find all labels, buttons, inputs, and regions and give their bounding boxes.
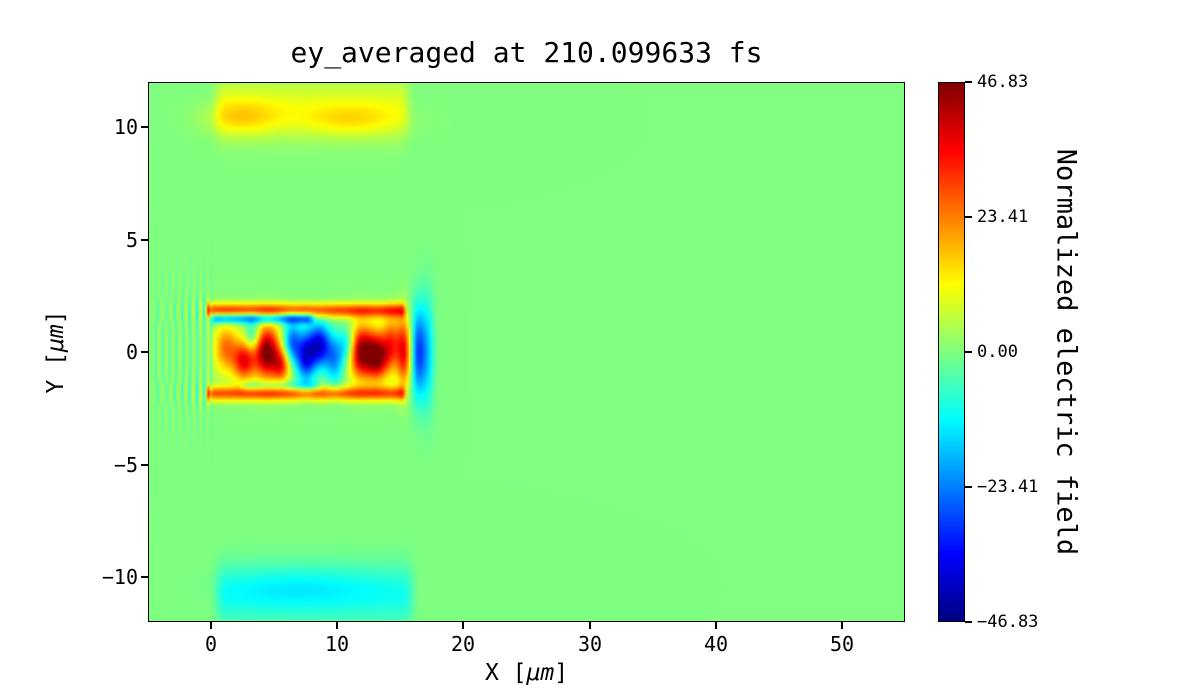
y-axis-label: Y [μm] <box>43 310 69 393</box>
x-axis-label-pre: X [ <box>484 660 527 686</box>
y-tick-mark <box>141 126 148 128</box>
heatmap-canvas <box>148 82 905 622</box>
y-axis-label-post: ] <box>43 310 69 325</box>
y-tick-label: 5 <box>125 228 138 252</box>
y-axis-label-pre: Y [ <box>43 352 69 394</box>
colorbar-tick-label: 0.00 <box>977 342 1018 362</box>
colorbar-tick-label: −23.41 <box>977 477 1039 497</box>
x-tick-label: 30 <box>577 632 603 656</box>
y-axis-label-unit: μm <box>43 324 69 353</box>
x-axis-label: X [μm] <box>148 660 905 686</box>
plot-title: ey_averaged at 210.099633 fs <box>290 36 763 69</box>
x-tick-mark <box>841 622 843 629</box>
y-tick-mark <box>141 464 148 466</box>
x-tick-mark <box>589 622 591 629</box>
y-tick-label: −10 <box>101 565 138 589</box>
y-tick-label: 10 <box>113 115 138 139</box>
x-tick-label: 10 <box>324 632 350 656</box>
colorbar-tick-mark <box>965 486 972 488</box>
y-tick-mark <box>141 239 148 241</box>
x-tick-label: 0 <box>204 632 218 656</box>
x-tick-mark <box>715 622 717 629</box>
y-tick-mark <box>141 576 148 578</box>
colorbar-tick-mark <box>965 216 972 218</box>
colorbar-tick-mark <box>965 621 972 623</box>
colorbar-tick-label: 23.41 <box>977 207 1029 227</box>
x-tick-label: 50 <box>829 632 855 656</box>
colorbar-label: Normalized electric field <box>1050 148 1082 556</box>
colorbar-tick-label: −46.83 <box>977 612 1039 632</box>
x-tick-mark <box>336 622 338 629</box>
colorbar-canvas <box>938 82 965 622</box>
y-tick-label: 0 <box>125 340 138 364</box>
y-tick-label: −5 <box>113 453 138 477</box>
x-tick-label: 20 <box>450 632 476 656</box>
x-tick-label: 40 <box>703 632 729 656</box>
y-tick-mark <box>141 351 148 353</box>
x-axis-label-unit: μm <box>526 660 555 686</box>
colorbar-tick-label: 46.83 <box>977 72 1029 92</box>
colorbar-tick-mark <box>965 81 972 83</box>
colorbar-tick-mark <box>965 351 972 353</box>
x-tick-mark <box>210 622 212 629</box>
x-tick-mark <box>462 622 464 629</box>
x-axis-label-post: ] <box>554 660 569 686</box>
